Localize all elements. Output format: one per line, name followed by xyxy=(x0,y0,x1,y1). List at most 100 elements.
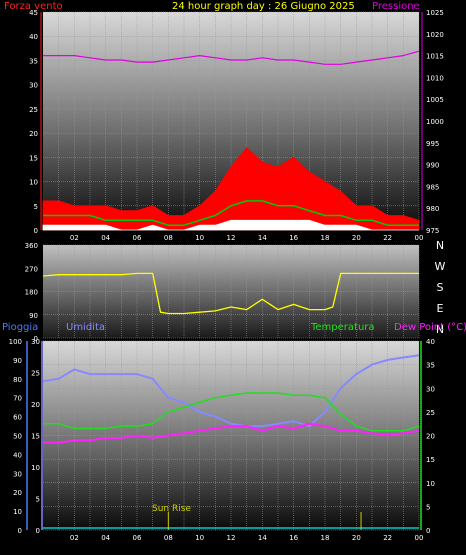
x-tick-label: 02 xyxy=(70,234,79,242)
wind-direction-series xyxy=(42,272,419,315)
humidity-y-tick-label: 10 xyxy=(31,464,40,472)
pressure-axis-label: Pressione xyxy=(372,1,420,12)
temperature-series xyxy=(43,392,420,432)
pressure-y-tick-label: 1000 xyxy=(426,118,444,126)
pressure-y-tick-label: 980 xyxy=(426,205,439,213)
wind-direction-series xyxy=(42,272,419,315)
humidity-axis-label: Umidita xyxy=(66,322,105,333)
pressure-y-tick-label: 1025 xyxy=(426,9,444,17)
pressure-y-tick-label: 990 xyxy=(426,162,439,170)
x-tick-label: 00 xyxy=(415,534,424,542)
wind-y-tick-label: 20 xyxy=(29,130,38,138)
wind-pressure-ticks: 0510152025303540459759809859909951000100… xyxy=(29,9,444,242)
temp-y-tick-label: 20 xyxy=(426,433,435,441)
pressure-series xyxy=(43,50,420,65)
x-tick-label: 14 xyxy=(258,534,267,542)
wind-y-tick-label: 40 xyxy=(29,33,38,41)
rain-y-tick-label: 80 xyxy=(13,376,22,384)
x-tick-label: 18 xyxy=(321,534,330,542)
rain-y-tick-label: 30 xyxy=(13,470,22,478)
rain-axis-label: Pioggia xyxy=(2,322,38,333)
sunrise-annotation: Sun Rise xyxy=(152,504,191,514)
wind-axis-label: Forza vento xyxy=(4,1,63,12)
wind-min-series xyxy=(42,219,419,231)
x-tick-label: 04 xyxy=(101,234,110,242)
temperature-axis-label: Temperatura xyxy=(310,322,375,333)
x-tick-label: 20 xyxy=(352,534,361,542)
x-tick-label: 22 xyxy=(383,234,392,242)
x-tick-label: 16 xyxy=(289,234,298,242)
temp-y-tick-label: 15 xyxy=(426,456,435,464)
rain-y-tick-label: 0 xyxy=(18,527,22,535)
compass-label: W xyxy=(435,260,446,273)
x-tick-label: 18 xyxy=(321,234,330,242)
wind-pressure-series xyxy=(42,50,420,231)
temp-humidity-series xyxy=(42,354,420,530)
wind-avg-series xyxy=(43,200,419,226)
pressure-y-tick-label: 1010 xyxy=(426,74,444,82)
pressure-y-tick-label: 975 xyxy=(426,227,439,235)
rain-y-tick-label: 60 xyxy=(13,414,22,422)
x-tick-label: 04 xyxy=(101,534,110,542)
wind-direction-grid xyxy=(43,244,420,339)
rain-y-tick-label: 40 xyxy=(13,451,22,459)
rain-y-tick-label: 20 xyxy=(13,489,22,497)
x-tick-label: 02 xyxy=(70,534,79,542)
pressure-y-tick-label: 995 xyxy=(426,140,439,148)
wind-y-tick-label: 15 xyxy=(29,154,38,162)
temp-humidity-ticks: 0102030405060708090100051015202530051015… xyxy=(9,338,435,542)
wind-y-tick-label: 35 xyxy=(29,57,38,65)
direction-y-tick-label: 180 xyxy=(25,289,38,297)
rain-y-tick-label: 10 xyxy=(13,508,22,516)
dewpoint-series xyxy=(43,422,420,444)
wind-y-tick-label: 45 xyxy=(29,9,38,17)
x-tick-label: 14 xyxy=(258,234,267,242)
chart-title: 24 hour graph day : 26 Giugno 2025 xyxy=(172,1,355,12)
x-tick-label: 10 xyxy=(195,534,204,542)
temp-y-tick-label: 40 xyxy=(426,338,435,346)
temp-y-tick-label: 5 xyxy=(426,503,430,511)
x-tick-label: 22 xyxy=(383,534,392,542)
direction-y-tick-label: 360 xyxy=(25,242,38,250)
compass-label: S xyxy=(437,281,444,294)
direction-y-tick-label: 270 xyxy=(25,265,38,273)
humidity-y-tick-label: 30 xyxy=(31,338,40,346)
x-tick-label: 10 xyxy=(195,234,204,242)
x-tick-label: 08 xyxy=(164,534,173,542)
pressure-y-tick-label: 1015 xyxy=(426,53,444,61)
wind-y-tick-label: 25 xyxy=(29,106,38,114)
pressure-y-tick-label: 985 xyxy=(426,183,439,191)
temp-y-tick-label: 30 xyxy=(426,385,435,393)
rain-y-tick-label: 90 xyxy=(13,357,22,365)
temp-y-tick-label: 35 xyxy=(426,362,435,370)
humidity-y-tick-label: 5 xyxy=(36,496,40,504)
x-tick-label: 16 xyxy=(289,534,298,542)
pressure-y-tick-label: 1005 xyxy=(426,96,444,104)
humidity-y-tick-label: 20 xyxy=(31,401,40,409)
x-tick-label: 06 xyxy=(133,534,142,542)
x-tick-label: 12 xyxy=(227,234,236,242)
x-tick-label: 20 xyxy=(352,234,361,242)
compass-label: E xyxy=(437,302,444,315)
compass-label: N xyxy=(436,239,444,252)
wind-y-tick-label: 10 xyxy=(29,179,38,187)
compass-label: N xyxy=(436,323,444,336)
humidity-y-tick-label: 25 xyxy=(31,370,40,378)
humidity-y-tick-label: 15 xyxy=(31,433,40,441)
x-tick-label: 06 xyxy=(133,234,142,242)
humidity-series xyxy=(42,354,420,428)
dewpoint-axis-label: Dew Point (°C) xyxy=(394,322,466,333)
temp-y-tick-label: 10 xyxy=(426,480,435,488)
direction-y-tick-label: 0 xyxy=(34,335,38,343)
wind-gust-series xyxy=(42,147,420,231)
direction-y-tick-label: 90 xyxy=(29,312,38,320)
wind-y-tick-label: 5 xyxy=(34,203,38,211)
temp-y-tick-label: 25 xyxy=(426,409,435,417)
x-tick-label: 08 xyxy=(164,234,173,242)
pressure-y-tick-label: 1020 xyxy=(426,31,444,39)
x-tick-label: 00 xyxy=(415,234,424,242)
rain-y-tick-label: 50 xyxy=(13,433,22,441)
